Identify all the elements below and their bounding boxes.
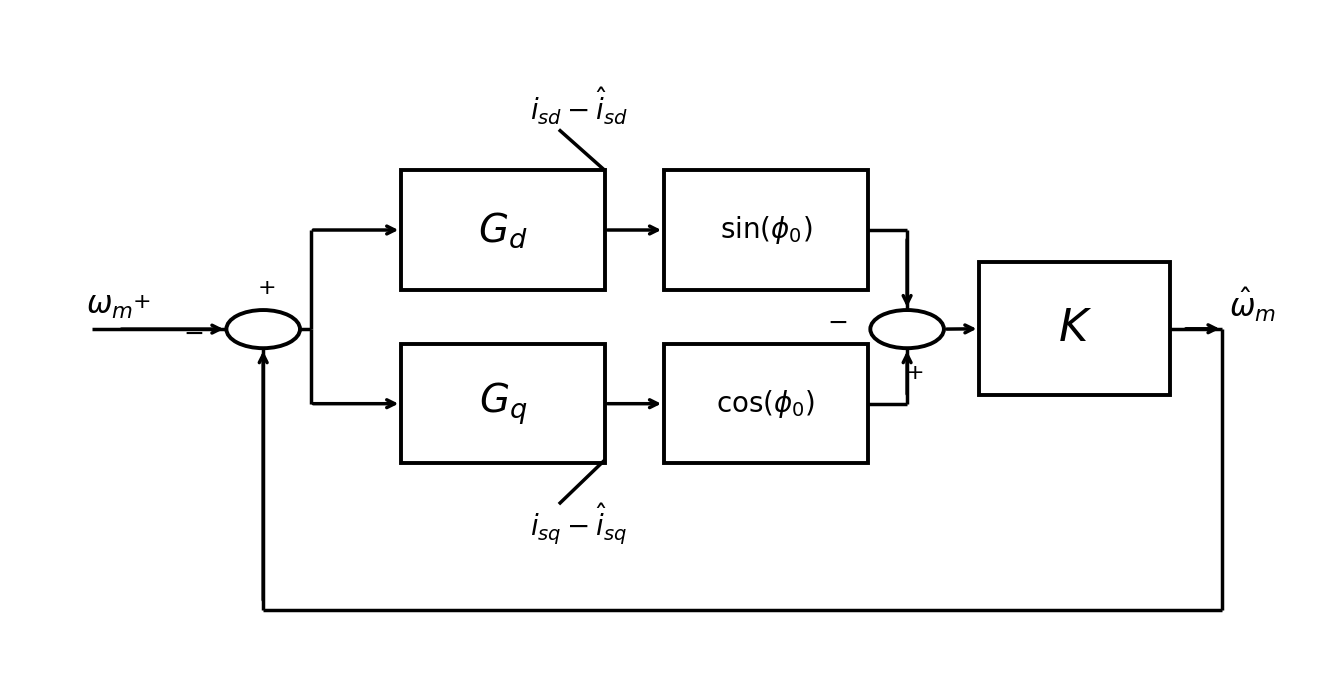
Text: $+$: $+$ — [904, 363, 923, 383]
FancyBboxPatch shape — [401, 170, 604, 290]
FancyBboxPatch shape — [401, 344, 604, 464]
FancyBboxPatch shape — [664, 344, 867, 464]
Text: $K$: $K$ — [1057, 307, 1092, 350]
Text: $i_{sq} - \hat{i}_{sq}$: $i_{sq} - \hat{i}_{sq}$ — [530, 502, 627, 548]
FancyBboxPatch shape — [979, 262, 1170, 395]
Circle shape — [870, 310, 944, 348]
Text: $+$: $+$ — [256, 278, 275, 297]
Text: $i_{sd} - \hat{i}_{sd}$: $i_{sd} - \hat{i}_{sd}$ — [530, 85, 627, 126]
Text: $\sin(\phi_0)$: $\sin(\phi_0)$ — [720, 214, 811, 246]
Circle shape — [226, 310, 300, 348]
Text: $\omega_m$: $\omega_m$ — [86, 290, 133, 321]
Text: $G_q$: $G_q$ — [479, 380, 527, 427]
Text: $G_d$: $G_d$ — [478, 210, 527, 250]
Text: $-$: $-$ — [183, 320, 203, 345]
Text: $-$: $-$ — [827, 310, 847, 334]
Text: $\hat{\omega}_m$: $\hat{\omega}_m$ — [1230, 286, 1276, 324]
Text: $+$: $+$ — [131, 292, 150, 312]
FancyBboxPatch shape — [664, 170, 867, 290]
Text: $\cos(\phi_0)$: $\cos(\phi_0)$ — [716, 388, 815, 420]
